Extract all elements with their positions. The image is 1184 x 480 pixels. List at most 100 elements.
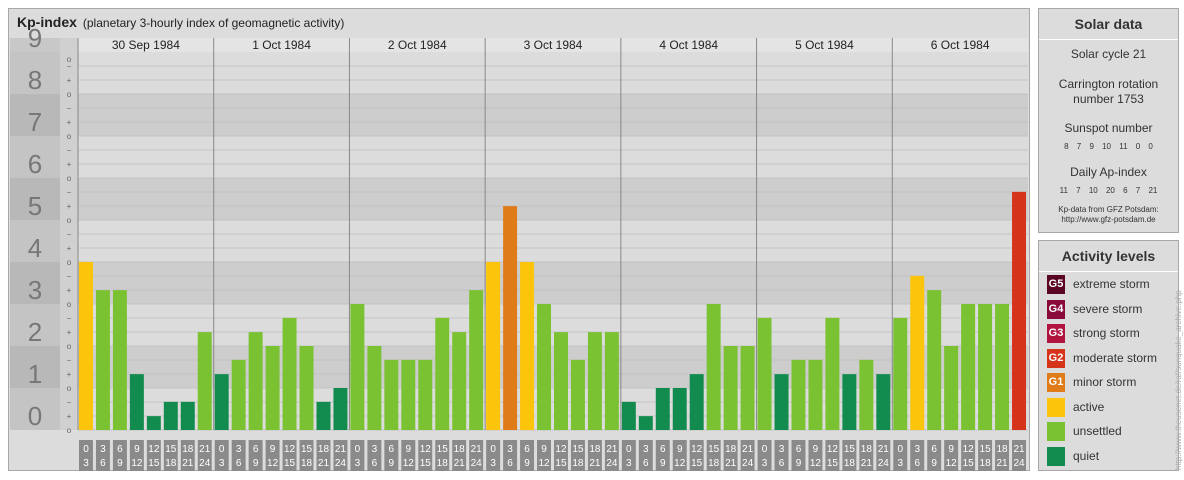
hour-start-label: 9 (813, 444, 819, 455)
y-minor-tick: − (67, 314, 72, 323)
hour-start-label: 21 (1013, 444, 1025, 455)
legend-label: active (1073, 399, 1105, 414)
hour-start-label: 0 (626, 444, 632, 455)
solar-data-title: Solar data (1039, 9, 1178, 40)
band-4 (78, 220, 1028, 262)
y-tick-label: 1 (28, 359, 42, 389)
hour-start-label: 15 (165, 444, 177, 455)
hour-end-label: 9 (796, 458, 802, 469)
day-label: 4 Oct 1984 (659, 38, 718, 52)
hour-cell (893, 440, 908, 471)
day-label: 5 Oct 1984 (795, 38, 854, 52)
hour-cell (401, 440, 416, 471)
hour-cell (672, 440, 687, 471)
hour-cell (961, 440, 976, 471)
hour-end-label: 6 (236, 458, 242, 469)
hour-cell (978, 440, 993, 471)
hour-cell (554, 440, 568, 471)
hour-cell (587, 440, 602, 471)
y-minor-tick: + (67, 412, 72, 421)
hour-start-label: 6 (931, 444, 937, 455)
hour-end-label: 21 (996, 458, 1008, 469)
kp-bar (333, 388, 348, 430)
hour-start-label: 12 (148, 444, 160, 455)
hour-end-label: 3 (83, 458, 89, 469)
y-minor-tick: − (67, 398, 72, 407)
hour-end-label: 9 (660, 458, 666, 469)
hour-start-label: 12 (420, 444, 432, 455)
kp-bar (95, 290, 110, 430)
kp-bar (486, 262, 501, 430)
hour-cell (655, 440, 670, 471)
band-8 (78, 52, 1028, 94)
carrington-line2: number 1753 (1073, 92, 1144, 106)
hour-cell (570, 440, 585, 471)
kp-bar (537, 304, 551, 430)
hour-cell (469, 440, 484, 471)
hour-end-label: 9 (389, 458, 395, 469)
y-minor-tick: + (67, 160, 72, 169)
kp-bar (554, 332, 568, 430)
hour-cell (79, 440, 93, 471)
hour-end-label: 6 (779, 458, 785, 469)
hour-cell (520, 440, 535, 471)
legend-swatch (1047, 446, 1065, 466)
legend-label: severe storm (1073, 301, 1143, 316)
hour-cell (486, 440, 501, 471)
kp-bar (265, 346, 280, 430)
kp-bar (672, 388, 687, 430)
hour-end-label: 6 (643, 458, 649, 469)
y-minor-tick: − (67, 188, 72, 197)
kp-bar (995, 304, 1010, 430)
hour-start-label: 9 (541, 444, 547, 455)
hour-start-label: 12 (963, 444, 975, 455)
y-band-4 (10, 220, 60, 262)
hour-end-label: 24 (199, 458, 211, 469)
hour-end-label: 15 (827, 458, 839, 469)
kp-bar (757, 317, 772, 430)
hour-end-label: 3 (219, 458, 225, 469)
hour-start-label: 3 (643, 444, 649, 455)
hour-cell (740, 440, 755, 471)
hour-cell (95, 440, 110, 471)
legend-swatch: G2 (1047, 348, 1065, 368)
hour-end-label: 21 (725, 458, 737, 469)
hour-start-label: 18 (318, 444, 330, 455)
hour-cell (367, 440, 382, 471)
legend-item: active (1047, 397, 1104, 417)
kp-bar (808, 359, 823, 430)
kp-bar (944, 346, 959, 430)
hour-end-label: 18 (708, 458, 720, 469)
kp-bar (706, 304, 721, 430)
y-band-8 (10, 52, 60, 94)
y-minor-tick: o (67, 258, 72, 267)
legend-swatch: G5 (1047, 275, 1065, 295)
hour-start-label: 9 (406, 444, 412, 455)
chart-title-main: Kp-index (17, 14, 77, 30)
hour-start-label: 9 (134, 444, 140, 455)
y-minor-tick: + (67, 370, 72, 379)
hour-start-label: 18 (996, 444, 1008, 455)
hour-cell (180, 440, 195, 471)
y-minor-tick: o (67, 132, 72, 141)
kp-bar (197, 332, 212, 430)
kp-bar (825, 317, 840, 430)
y-tick-label: 0 (28, 401, 42, 431)
legend-item: unsettled (1047, 421, 1122, 442)
y-tick-label: 7 (28, 107, 42, 137)
y-minor-tick: + (67, 286, 72, 295)
hour-cell (706, 440, 721, 471)
kp-bar (740, 346, 755, 430)
hour-cell (452, 440, 467, 471)
hour-cell (129, 440, 144, 471)
ap-title: Daily Ap-index (1070, 165, 1147, 179)
hour-cell (214, 440, 229, 471)
y-tick-label: 5 (28, 191, 42, 221)
hour-end-label: 3 (626, 458, 632, 469)
legend-label: minor storm (1073, 375, 1137, 389)
y-tick-label: 8 (28, 65, 42, 95)
hour-end-label: 21 (182, 458, 194, 469)
y-minor-tick: + (67, 202, 72, 211)
hour-start-label: 0 (83, 444, 89, 455)
band-6 (78, 136, 1028, 178)
